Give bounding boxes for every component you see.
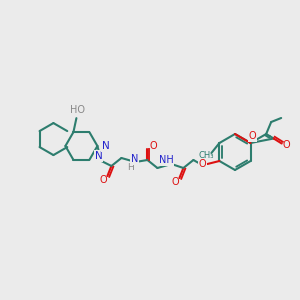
Text: N: N xyxy=(131,154,138,164)
Text: N: N xyxy=(101,141,109,151)
Text: O: O xyxy=(100,175,107,185)
Text: H: H xyxy=(127,163,134,172)
Text: O: O xyxy=(283,140,290,149)
Text: O: O xyxy=(249,131,256,141)
Text: N: N xyxy=(94,151,102,161)
Text: CH₃: CH₃ xyxy=(199,152,214,160)
Text: O: O xyxy=(172,177,179,187)
Text: NH: NH xyxy=(159,155,174,165)
Text: O: O xyxy=(199,159,206,169)
Text: O: O xyxy=(150,141,157,151)
Text: HO: HO xyxy=(70,105,85,115)
